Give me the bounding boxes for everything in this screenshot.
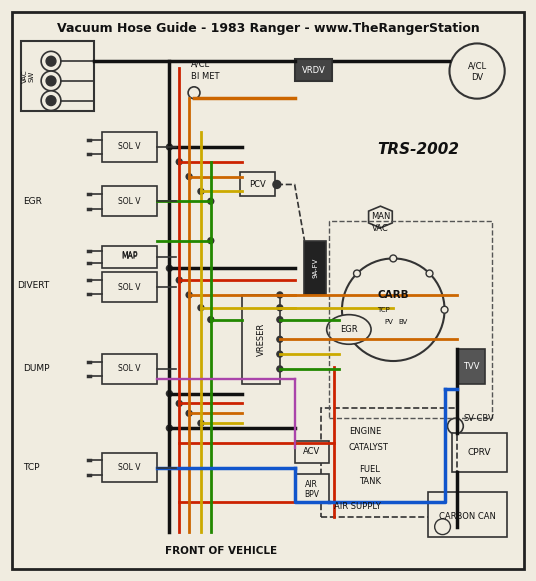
- Bar: [295, 59, 332, 81]
- Circle shape: [186, 174, 192, 180]
- Text: PCV: PCV: [249, 180, 265, 189]
- Ellipse shape: [326, 315, 371, 345]
- Circle shape: [186, 410, 192, 416]
- Bar: [304, 241, 326, 295]
- Text: MAN: MAN: [371, 211, 390, 221]
- Text: PV: PV: [384, 318, 393, 325]
- Text: CATALYST: CATALYST: [349, 443, 389, 453]
- Circle shape: [46, 56, 56, 66]
- Circle shape: [198, 420, 204, 426]
- Bar: [102, 354, 157, 383]
- Text: TCP: TCP: [377, 307, 390, 313]
- Text: FRONT OF VEHICLE: FRONT OF VEHICLE: [165, 546, 277, 557]
- Bar: [102, 246, 157, 268]
- Bar: [452, 433, 507, 472]
- Text: A/CL: A/CL: [467, 62, 487, 71]
- Circle shape: [166, 425, 173, 431]
- Text: SOL V: SOL V: [118, 282, 140, 292]
- Bar: [242, 295, 280, 383]
- Text: SOL V: SOL V: [118, 142, 140, 152]
- Circle shape: [198, 305, 204, 311]
- Circle shape: [390, 255, 397, 262]
- Text: BI MET: BI MET: [191, 72, 220, 81]
- Bar: [102, 272, 157, 302]
- Text: AIR
BPV: AIR BPV: [304, 479, 319, 499]
- Text: CPRV: CPRV: [467, 449, 491, 457]
- Text: VRDV: VRDV: [301, 66, 325, 74]
- Text: AIR SUPPLY: AIR SUPPLY: [334, 503, 381, 511]
- Circle shape: [46, 76, 56, 86]
- Bar: [321, 408, 457, 517]
- Bar: [457, 349, 485, 383]
- Circle shape: [46, 96, 56, 106]
- Circle shape: [435, 519, 450, 535]
- Text: DV: DV: [471, 73, 483, 83]
- Polygon shape: [369, 206, 392, 228]
- Text: VAC: VAC: [372, 224, 389, 234]
- Text: TVV: TVV: [463, 363, 479, 371]
- Circle shape: [208, 198, 214, 204]
- Circle shape: [277, 292, 283, 298]
- Text: EGR: EGR: [24, 197, 42, 206]
- Circle shape: [273, 181, 281, 188]
- Bar: [102, 132, 157, 162]
- Text: FUEL: FUEL: [359, 465, 379, 474]
- Text: CARBON CAN: CARBON CAN: [439, 512, 496, 521]
- Text: MAP: MAP: [121, 251, 138, 260]
- Text: SV-CBV: SV-CBV: [463, 414, 494, 423]
- Circle shape: [450, 44, 505, 99]
- Text: MAP: MAP: [121, 253, 138, 261]
- Circle shape: [166, 390, 173, 396]
- Text: TANK: TANK: [359, 477, 381, 486]
- Text: ENGINE: ENGINE: [349, 426, 381, 436]
- Bar: [295, 475, 329, 502]
- Circle shape: [166, 266, 173, 271]
- Bar: [329, 221, 492, 418]
- Circle shape: [166, 144, 173, 150]
- Text: DIVERT: DIVERT: [18, 281, 50, 289]
- Circle shape: [277, 336, 283, 342]
- Text: EGR: EGR: [340, 325, 358, 334]
- Circle shape: [354, 270, 360, 277]
- Text: DUMP: DUMP: [24, 364, 50, 374]
- Circle shape: [277, 305, 283, 311]
- Circle shape: [342, 259, 444, 361]
- Circle shape: [198, 188, 204, 194]
- Text: SOL V: SOL V: [118, 197, 140, 206]
- Bar: [428, 492, 507, 537]
- Text: ACV: ACV: [303, 447, 320, 456]
- Text: TCP: TCP: [24, 463, 40, 472]
- Text: SOL V: SOL V: [118, 364, 140, 374]
- Circle shape: [176, 400, 182, 406]
- Circle shape: [176, 277, 182, 283]
- Text: 9A-FV: 9A-FV: [312, 258, 318, 278]
- Circle shape: [176, 159, 182, 165]
- Text: A/CL: A/CL: [191, 59, 210, 68]
- Bar: [295, 441, 329, 462]
- Text: CARB: CARB: [377, 290, 409, 300]
- Circle shape: [41, 71, 61, 91]
- Circle shape: [208, 238, 214, 243]
- Bar: [21, 41, 94, 110]
- Text: Vacuum Hose Guide - 1983 Ranger - www.TheRangerStation: Vacuum Hose Guide - 1983 Ranger - www.Th…: [57, 21, 479, 35]
- Circle shape: [188, 87, 200, 99]
- Circle shape: [448, 418, 463, 434]
- Circle shape: [41, 51, 61, 71]
- Text: SOL V: SOL V: [118, 463, 140, 472]
- Circle shape: [186, 292, 192, 298]
- Circle shape: [277, 366, 283, 372]
- Bar: [102, 187, 157, 216]
- Text: TRS-2002: TRS-2002: [377, 142, 459, 157]
- Circle shape: [426, 270, 433, 277]
- Circle shape: [41, 91, 61, 110]
- Text: BV: BV: [398, 318, 408, 325]
- Bar: [240, 171, 275, 196]
- Text: VAC
SW: VAC SW: [22, 69, 35, 83]
- Circle shape: [277, 317, 283, 322]
- Bar: [102, 453, 157, 482]
- Circle shape: [441, 306, 448, 313]
- Circle shape: [277, 351, 283, 357]
- Circle shape: [208, 317, 214, 322]
- Text: VRESER: VRESER: [257, 322, 266, 356]
